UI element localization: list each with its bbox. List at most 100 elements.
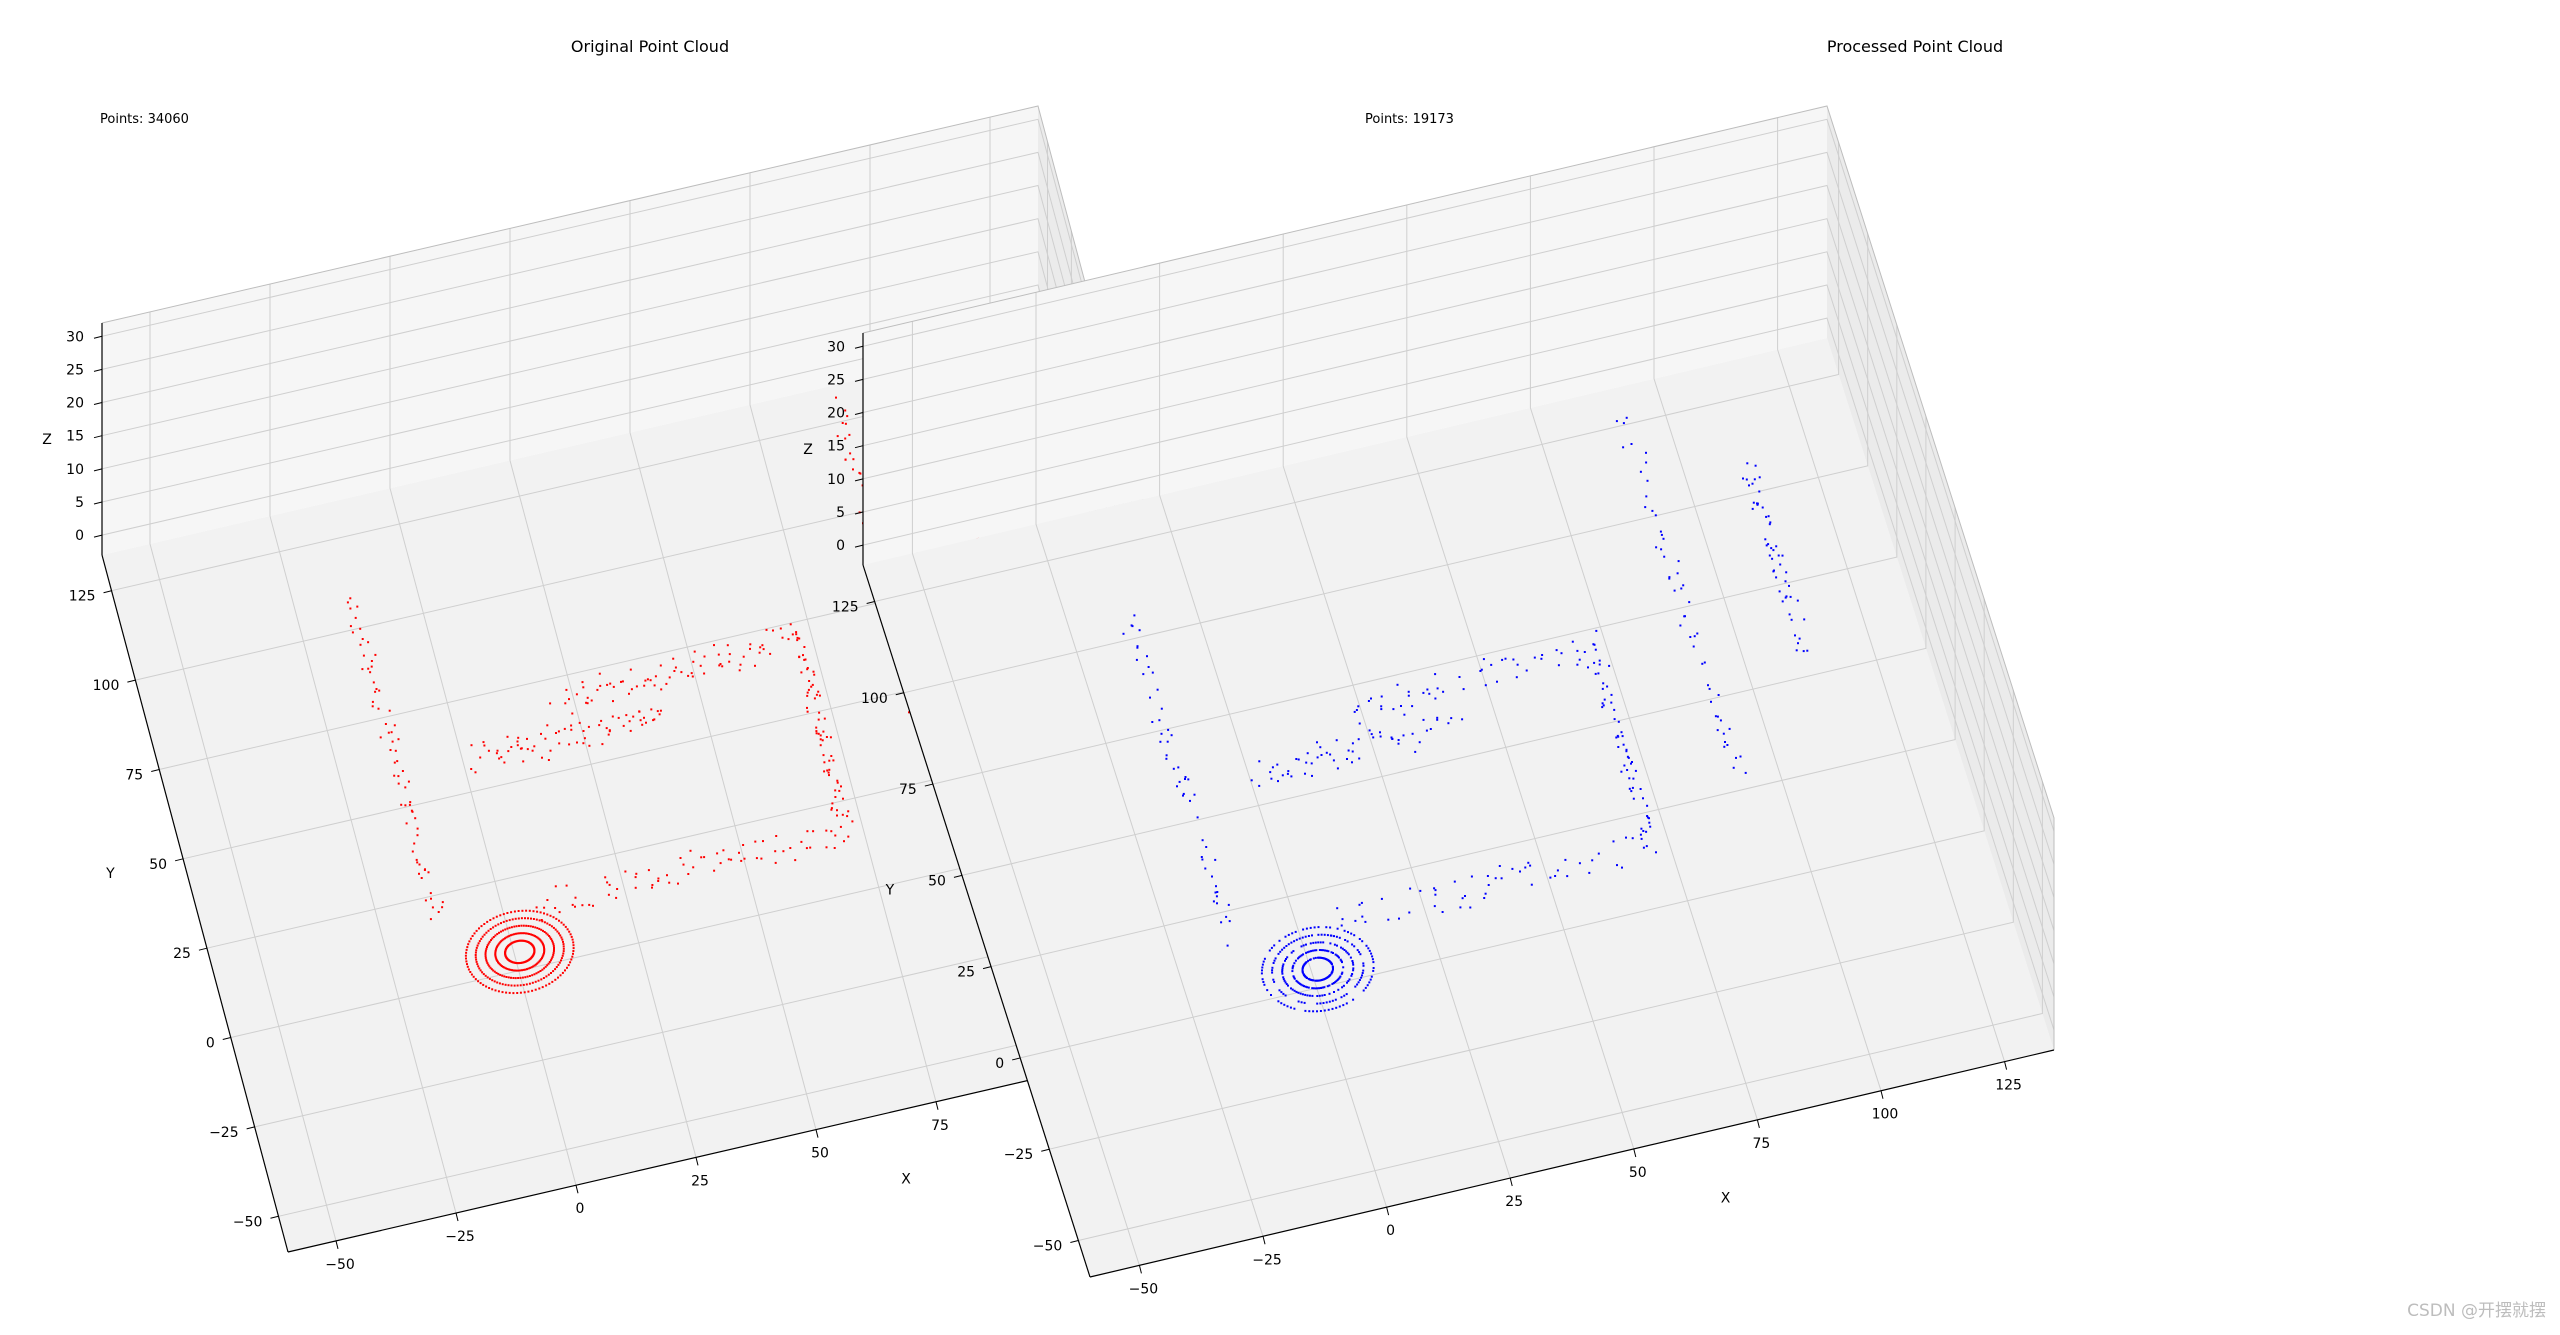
data-point bbox=[547, 973, 550, 976]
data-point bbox=[1283, 946, 1286, 949]
data-point bbox=[643, 684, 646, 687]
data-point bbox=[588, 903, 591, 906]
data-point bbox=[441, 906, 444, 909]
data-point bbox=[765, 628, 768, 631]
data-point bbox=[563, 727, 566, 730]
data-point bbox=[620, 680, 622, 683]
data-point bbox=[552, 926, 555, 929]
data-point bbox=[1422, 718, 1425, 721]
data-point bbox=[558, 919, 560, 922]
data-point bbox=[1770, 547, 1773, 550]
data-point bbox=[1726, 744, 1729, 746]
data-point bbox=[1372, 961, 1375, 964]
data-point bbox=[506, 912, 509, 914]
data-point bbox=[510, 984, 513, 987]
data-point bbox=[562, 923, 565, 926]
z-tick bbox=[854, 445, 864, 449]
data-point bbox=[543, 951, 545, 954]
data-point bbox=[545, 932, 548, 935]
data-point bbox=[557, 730, 560, 733]
data-point bbox=[1728, 727, 1731, 730]
chart-title: Processed Point Cloud bbox=[1827, 37, 2003, 56]
data-point bbox=[418, 863, 421, 866]
data-point bbox=[609, 682, 612, 685]
data-point bbox=[493, 970, 496, 973]
data-point bbox=[517, 969, 520, 972]
data-point bbox=[639, 719, 642, 722]
data-point bbox=[728, 653, 731, 656]
data-point bbox=[1617, 720, 1620, 723]
y-tick bbox=[270, 1215, 279, 1219]
data-point bbox=[1277, 780, 1279, 783]
data-point bbox=[1226, 944, 1229, 947]
data-point bbox=[1283, 1003, 1286, 1006]
data-point bbox=[1318, 987, 1321, 990]
data-point bbox=[1189, 799, 1191, 802]
data-point bbox=[840, 785, 842, 788]
data-point bbox=[1504, 657, 1507, 660]
data-point bbox=[738, 851, 740, 854]
data-point bbox=[470, 768, 473, 770]
data-point bbox=[1767, 515, 1770, 518]
data-point bbox=[539, 911, 542, 914]
data-point bbox=[1317, 979, 1320, 982]
data-point bbox=[1319, 979, 1322, 982]
data-point bbox=[397, 738, 400, 741]
data-point bbox=[1329, 942, 1332, 945]
data-point bbox=[526, 748, 529, 751]
y-tick bbox=[1070, 1240, 1079, 1243]
data-point bbox=[1330, 934, 1333, 937]
data-point bbox=[606, 881, 609, 884]
data-point bbox=[474, 954, 477, 956]
data-point bbox=[1578, 658, 1581, 661]
data-point bbox=[1216, 891, 1219, 893]
x-tick bbox=[1138, 1265, 1142, 1274]
grid-line-z bbox=[862, 184, 2055, 898]
x-tick-label: −25 bbox=[445, 1229, 475, 1245]
data-point bbox=[1271, 766, 1274, 769]
data-point bbox=[359, 627, 362, 630]
data-point bbox=[1211, 875, 1213, 878]
data-point bbox=[1459, 906, 1462, 909]
data-point bbox=[649, 679, 652, 682]
z-tick bbox=[93, 468, 103, 472]
data-point bbox=[1337, 977, 1340, 980]
data-point bbox=[1785, 571, 1788, 574]
data-point bbox=[844, 437, 847, 440]
data-point bbox=[818, 694, 821, 697]
data-point bbox=[484, 949, 487, 952]
data-point bbox=[1564, 858, 1567, 861]
y-tick bbox=[1012, 1057, 1021, 1061]
data-point bbox=[1576, 649, 1579, 652]
data-point bbox=[802, 654, 804, 657]
data-point bbox=[1326, 985, 1329, 988]
data-point bbox=[536, 936, 539, 939]
data-point bbox=[465, 948, 468, 951]
data-point bbox=[542, 953, 545, 956]
data-point bbox=[703, 856, 706, 859]
data-point bbox=[1623, 764, 1626, 767]
data-point bbox=[834, 789, 837, 792]
data-point bbox=[1622, 422, 1625, 425]
data-point bbox=[531, 981, 534, 984]
data-point bbox=[641, 723, 644, 726]
x-tick bbox=[1262, 1236, 1266, 1245]
data-point bbox=[470, 973, 473, 976]
data-point bbox=[629, 668, 632, 671]
data-point bbox=[1261, 963, 1264, 966]
data-point bbox=[1668, 577, 1671, 580]
data-point bbox=[1397, 742, 1400, 745]
data-point bbox=[1649, 825, 1652, 828]
data-point bbox=[567, 964, 570, 967]
data-point bbox=[739, 663, 742, 666]
data-point bbox=[542, 929, 544, 932]
data-point bbox=[1160, 732, 1163, 735]
data-point bbox=[1307, 959, 1310, 962]
data-point bbox=[1212, 900, 1215, 903]
data-point bbox=[1347, 749, 1350, 752]
data-point bbox=[1311, 934, 1313, 937]
data-point bbox=[550, 972, 552, 974]
data-point bbox=[393, 774, 396, 777]
z-tick-label: 20 bbox=[827, 406, 845, 422]
y-tick-label: −50 bbox=[233, 1214, 263, 1230]
